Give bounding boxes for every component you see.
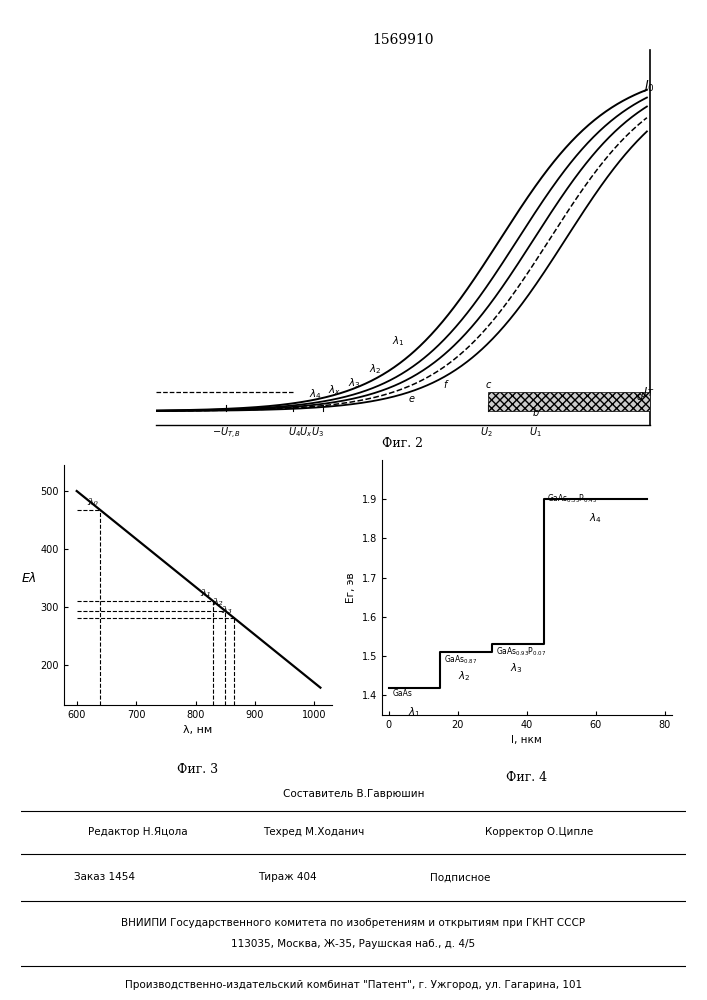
Text: λ₃: λ₃ — [221, 606, 232, 615]
Y-axis label: Eλ: Eλ — [21, 572, 37, 585]
Text: f: f — [444, 380, 447, 390]
Text: GaAs$_{0.55}$P$_{0.45}$: GaAs$_{0.55}$P$_{0.45}$ — [547, 493, 597, 505]
Text: e: e — [409, 394, 415, 404]
Text: c: c — [485, 380, 491, 390]
X-axis label: λ, нм: λ, нм — [183, 725, 213, 735]
Text: $\lambda_1$: $\lambda_1$ — [408, 705, 421, 719]
Text: Производственно-издательский комбинат "Патент", г. Ужгород, ул. Гагарина, 101: Производственно-издательский комбинат "П… — [125, 980, 582, 990]
Text: $-U_{T,B}$: $-U_{T,B}$ — [211, 426, 241, 441]
Text: $\lambda_3$: $\lambda_3$ — [510, 662, 522, 675]
Text: $\lambda_1$: $\lambda_1$ — [392, 334, 404, 348]
Text: $\lambda_4$: $\lambda_4$ — [309, 388, 322, 401]
Text: ВНИИПИ Государственного комитета по изобретениям и открытиям при ГКНТ СССР: ВНИИПИ Государственного комитета по изоб… — [122, 918, 585, 928]
Text: Корректор О.Ципле: Корректор О.Ципле — [486, 827, 594, 837]
Text: λ₀: λ₀ — [88, 498, 98, 507]
Text: $U_1$: $U_1$ — [529, 426, 542, 439]
Text: Фиг. 3: Фиг. 3 — [177, 763, 218, 776]
Text: $\lambda_x$: $\lambda_x$ — [328, 384, 341, 397]
Text: $\lambda_2$: $\lambda_2$ — [458, 669, 471, 683]
Text: 113035, Москва, Ж-35, Раушская наб., д. 4/5: 113035, Москва, Ж-35, Раушская наб., д. … — [231, 939, 476, 949]
Text: Подписное: Подписное — [430, 872, 490, 882]
Text: $\lambda_4$: $\lambda_4$ — [590, 511, 602, 525]
Y-axis label: Eг, эв: Eг, эв — [346, 572, 356, 603]
Text: b: b — [532, 408, 539, 418]
Text: $\lambda_3$: $\lambda_3$ — [348, 376, 361, 390]
Text: $J_T$: $J_T$ — [643, 385, 655, 399]
Text: 1569910: 1569910 — [373, 33, 433, 47]
Bar — [488, 392, 707, 411]
Text: d: d — [636, 392, 643, 402]
Text: Редактор Н.Яцола: Редактор Н.Яцола — [88, 827, 187, 837]
Text: $U_4U_xU_3$: $U_4U_xU_3$ — [288, 426, 324, 439]
Text: $J_0$: $J_0$ — [643, 78, 655, 94]
X-axis label: l, нкм: l, нкм — [511, 735, 542, 745]
Text: GaAs: GaAs — [392, 689, 412, 698]
Text: GaAs$_{0.93}$P$_{0.07}$: GaAs$_{0.93}$P$_{0.07}$ — [496, 646, 546, 658]
Text: Техред М.Ходанич: Техред М.Ходанич — [263, 827, 364, 837]
Text: λ₂: λ₂ — [212, 598, 223, 607]
Text: Заказ 1454: Заказ 1454 — [74, 872, 135, 882]
Text: $\lambda_2$: $\lambda_2$ — [369, 362, 382, 376]
Text: Составитель В.Гаврюшин: Составитель В.Гаврюшин — [283, 789, 424, 799]
Text: $U_2$: $U_2$ — [480, 426, 492, 439]
Text: Фиг. 4: Фиг. 4 — [506, 771, 547, 784]
Text: Тираж 404: Тираж 404 — [258, 872, 316, 882]
Text: Фиг. 2: Фиг. 2 — [382, 437, 423, 450]
Text: GaAs$_{0.87}$: GaAs$_{0.87}$ — [444, 654, 477, 666]
Text: λ₁: λ₁ — [200, 589, 211, 598]
